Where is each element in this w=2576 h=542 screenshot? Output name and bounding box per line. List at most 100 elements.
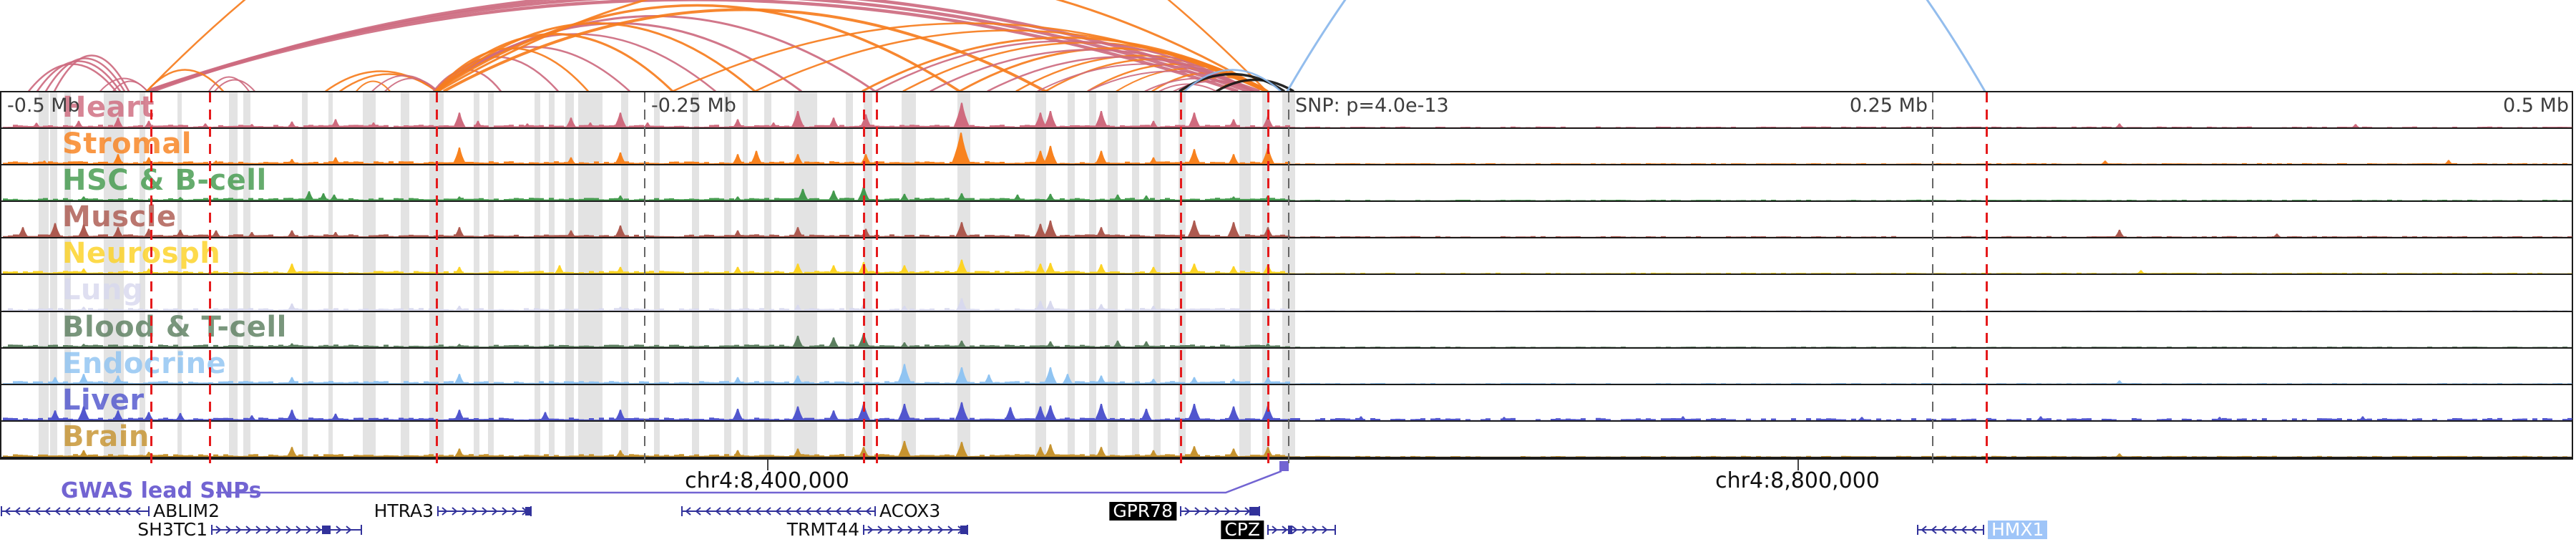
gwas-lead-snps-label: GWAS lead SNPs	[61, 478, 262, 503]
interaction-arc	[208, 76, 250, 92]
highlight-band	[64, 92, 71, 458]
red-dashed-guide	[875, 92, 878, 470]
interaction-arc	[1216, 78, 1294, 92]
highlight-band	[764, 92, 771, 458]
signal-track-heart[interactable]: Heart	[1, 91, 2572, 130]
gene-ablim2[interactable]	[1, 506, 150, 516]
interaction-arc	[146, 69, 224, 92]
highlight-band	[1153, 92, 1161, 458]
interaction-arc	[339, 73, 439, 92]
interaction-arc	[151, 0, 1260, 92]
highlight-band	[363, 92, 376, 458]
axis-label-right: 0.5 Mb	[2503, 95, 2569, 117]
highlight-band	[1035, 92, 1046, 458]
genome-ruler: chr4:8,400,000 chr4:8,800,000	[0, 460, 2576, 537]
ruler-label: chr4:8,800,000	[1715, 468, 1880, 493]
interaction-arc	[1173, 80, 1254, 92]
highlight-band	[578, 92, 602, 458]
highlight-band	[328, 92, 333, 458]
signal-plot	[3, 333, 2572, 347]
gene-hmx1[interactable]	[1917, 525, 1984, 535]
track-label: Brain	[62, 420, 150, 453]
interaction-arc	[214, 79, 255, 92]
red-dashed-guide	[150, 92, 152, 470]
highlight-band	[1089, 92, 1096, 458]
interaction-arc	[384, 77, 439, 92]
track-label: Heart	[62, 91, 155, 124]
signal-track-hsc-b-cell[interactable]: HSC & B-cell	[1, 164, 2572, 203]
highlight-band	[140, 92, 145, 458]
axis-label-quarter-left: -0.25 Mb	[651, 95, 736, 117]
track-label: Stromal	[62, 127, 192, 161]
interaction-arc	[435, 33, 674, 92]
highlight-band	[864, 92, 872, 458]
red-dashed-guide	[1179, 92, 1182, 470]
signal-track-lung[interactable]: Lung	[1, 274, 2572, 312]
gene-glyphs	[211, 525, 1984, 535]
highlight-band	[229, 92, 238, 458]
track-label: HSC & B-cell	[62, 164, 267, 198]
signal-track-endocrine[interactable]: Endocrine	[1, 347, 2572, 385]
signal-track-brain[interactable]: Brain	[1, 420, 2572, 458]
highlight-band	[535, 92, 540, 458]
highlight-band	[1132, 92, 1139, 458]
interaction-arc	[146, 0, 1239, 92]
highlight-band	[1179, 92, 1186, 458]
gene-label-sh3tc1[interactable]: SH3TC1	[137, 519, 208, 540]
interaction-arc	[443, 8, 1046, 92]
interaction-arc	[434, 4, 960, 92]
track-area[interactable]: -0.5 Mb -0.25 Mb SNP: p=4.0e-13 0.25 Mb …	[0, 91, 2573, 470]
signal-plot	[3, 298, 2572, 311]
signal-track-muscle[interactable]: Muscle	[1, 200, 2572, 239]
highlight-band	[474, 92, 479, 458]
gene-acox3[interactable]	[681, 506, 876, 516]
gene-glyphs	[1, 506, 1260, 516]
lead-snp-marker[interactable]	[1279, 461, 1289, 471]
signal-track-blood-t-cell[interactable]: Blood & T-cell	[1, 310, 2572, 349]
red-dashed-guide	[862, 92, 865, 470]
interaction-arc	[28, 63, 117, 92]
highlight-band	[743, 92, 748, 458]
highlight-band	[724, 92, 731, 458]
gene-htra3[interactable]	[437, 506, 532, 516]
highlight-band	[1108, 92, 1118, 458]
track-label: Blood & T-cell	[62, 310, 287, 344]
axis-label-quarter-right: 0.25 Mb	[1849, 95, 1928, 117]
track-label: Neurosph	[62, 237, 221, 271]
highlight-band	[1068, 92, 1075, 458]
highlight-band	[302, 92, 308, 458]
signal-track-stromal[interactable]: Stromal	[1, 127, 2572, 166]
signal-track-neurosph[interactable]: Neurosph	[1, 237, 2572, 276]
track-label: Muscle	[62, 200, 177, 234]
highlight-band	[1239, 92, 1251, 458]
gene-annotation-row-1: ABLIM2 HTRA3 ACOX3 GPR78	[0, 502, 2576, 521]
snp-pvalue-label: SNP: p=4.0e-13	[1295, 95, 1449, 117]
interaction-arc	[36, 60, 122, 92]
interaction-arc	[53, 54, 130, 92]
interaction-arc	[44, 57, 126, 92]
highlight-band	[243, 92, 250, 458]
signal-track-liver[interactable]: Liver	[1, 384, 2572, 422]
gene-label-ablim2[interactable]: ABLIM2	[153, 500, 220, 521]
interaction-arc	[437, 0, 1267, 92]
highlight-band	[654, 92, 660, 458]
gene-label-trmt44[interactable]: TRMT44	[786, 519, 859, 540]
ruler-tick	[767, 460, 769, 470]
highlight-band	[957, 92, 970, 458]
gene-cpz[interactable]	[1267, 525, 1336, 535]
gray-dashed-guide	[644, 92, 645, 470]
gene-gpr78[interactable]	[1180, 506, 1260, 516]
gene-sh3tc1[interactable]	[211, 525, 362, 535]
axis-label-left: -0.5 Mb	[7, 95, 80, 117]
gene-label-gpr78[interactable]: GPR78	[1109, 502, 1176, 521]
gene-label-acox3[interactable]: ACOX3	[879, 500, 941, 521]
gene-trmt44[interactable]	[863, 525, 968, 535]
highlight-band	[177, 92, 182, 458]
track-label: Lung	[62, 274, 144, 307]
highlight-band	[1262, 92, 1269, 458]
highlight-band	[846, 92, 853, 458]
gene-label-hmx1[interactable]: HMX1	[1988, 521, 2048, 539]
gene-label-htra3[interactable]: HTRA3	[374, 500, 434, 521]
gene-label-cpz[interactable]: CPZ	[1221, 521, 1264, 539]
ruler-label: chr4:8,400,000	[685, 468, 849, 493]
